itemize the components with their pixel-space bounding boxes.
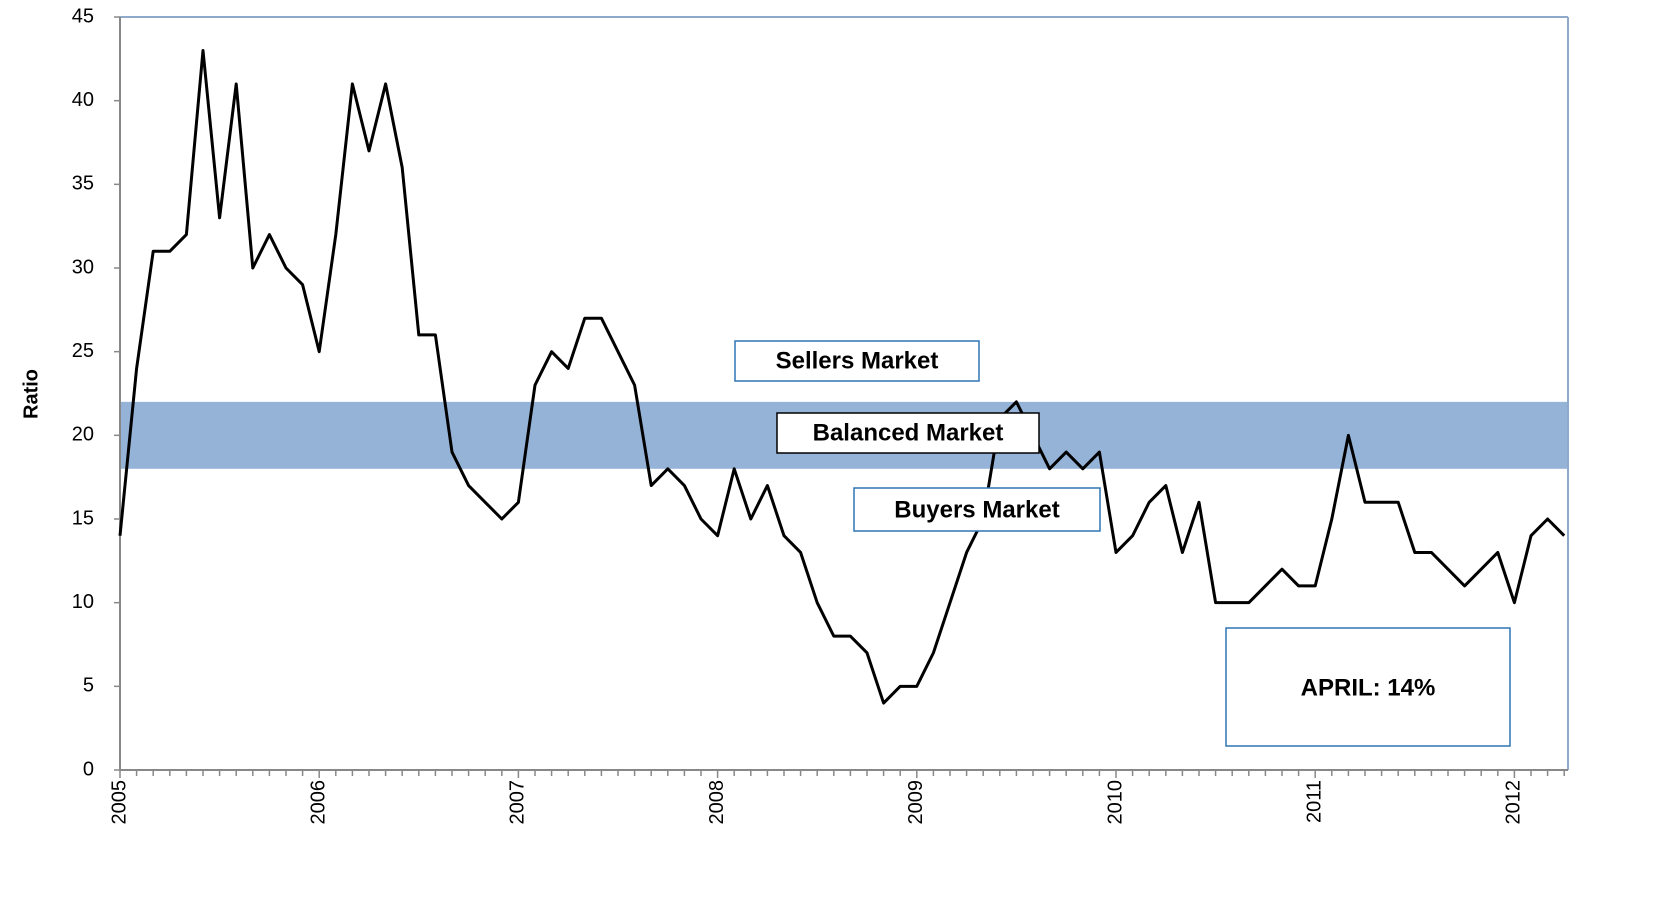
y-tick-label: 0 [83, 758, 94, 780]
annotation-box [1225, 627, 1511, 747]
y-tick-label: 10 [72, 591, 94, 613]
x-tick-label: 2006 [307, 780, 329, 825]
y-tick-label: 15 [72, 507, 94, 529]
annotation-box [776, 412, 1040, 454]
annotation-box [734, 340, 980, 382]
y-tick-label: 20 [72, 424, 94, 446]
x-tick-label: 2011 [1303, 780, 1325, 823]
x-tick-label: 2008 [706, 780, 728, 825]
y-tick-label: 25 [72, 340, 94, 362]
x-tick-label: 2007 [507, 780, 529, 825]
y-tick-label: 5 [83, 675, 94, 697]
annotation: Buyers Market [894, 496, 1059, 523]
x-tick-label: 2005 [108, 780, 130, 825]
annotation: APRIL: 14% [1301, 674, 1436, 701]
annotation: Balanced Market [813, 419, 1004, 446]
x-tick-label: 2010 [1104, 780, 1126, 825]
y-axis-label: Ratio [20, 369, 42, 419]
annotation-box [853, 487, 1101, 532]
data-line [118, 48, 1566, 705]
annotation: Sellers Market [776, 347, 939, 374]
y-tick-label: 45 [72, 5, 94, 27]
y-tick-label: 40 [72, 89, 94, 111]
y-tick-label: 35 [72, 173, 94, 195]
y-tick-label: 30 [72, 256, 94, 278]
x-tick-label: 2012 [1503, 780, 1525, 825]
x-tick-label: 2009 [905, 780, 927, 825]
